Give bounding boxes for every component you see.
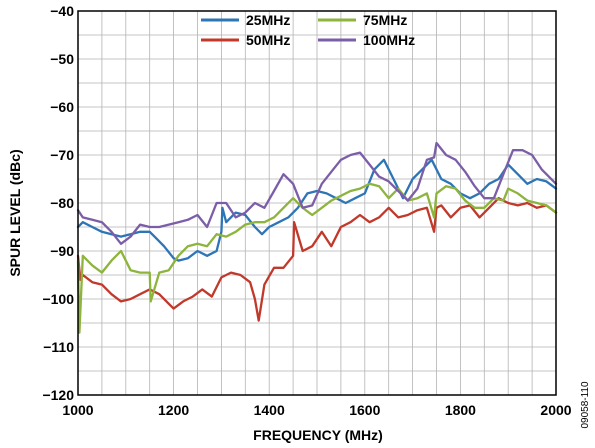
x-tick-label: 1600 — [349, 402, 380, 418]
y-axis-title: SPUR LEVEL (dBc) — [7, 149, 23, 276]
series-line-75mhz — [76, 182, 558, 334]
plot-frame — [77, 10, 557, 396]
tick-labels: 1000 1200 1400 1600 1800 2000 −120 −110 −100 −90 −… — [42, 3, 571, 418]
grid — [77, 10, 557, 396]
y-tick-label: −70 — [50, 147, 74, 163]
x-tick-label: 2000 — [540, 402, 571, 418]
y-tick-label: −60 — [50, 99, 74, 115]
y-tick-label: −110 — [43, 339, 74, 355]
legend-label: 75MHz — [363, 12, 407, 28]
series-line-25mhz — [76, 158, 558, 262]
series-lines — [76, 141, 558, 334]
y-tick-label: −40 — [50, 3, 74, 19]
figure-id: 09058-110 — [580, 381, 591, 429]
y-tick-label: −50 — [50, 51, 74, 67]
series-line-100mhz — [76, 141, 558, 245]
x-tick-label: 1800 — [445, 402, 476, 418]
legend-label: 25MHz — [246, 12, 290, 28]
x-tick-label: 1200 — [158, 402, 189, 418]
x-axis-title: FREQUENCY (MHz) — [253, 427, 383, 443]
legend-label: 100MHz — [363, 32, 415, 48]
y-tick-label: −80 — [50, 195, 74, 211]
legend: 25MHz 75MHz 50MHz 100MHz — [201, 12, 415, 48]
y-tick-label: −120 — [42, 387, 74, 403]
y-tick-label: −90 — [50, 243, 74, 259]
x-tick-label: 1400 — [254, 402, 285, 418]
y-tick-label: −100 — [42, 291, 74, 307]
legend-label: 50MHz — [246, 32, 290, 48]
x-tick-label: 1000 — [62, 402, 93, 418]
